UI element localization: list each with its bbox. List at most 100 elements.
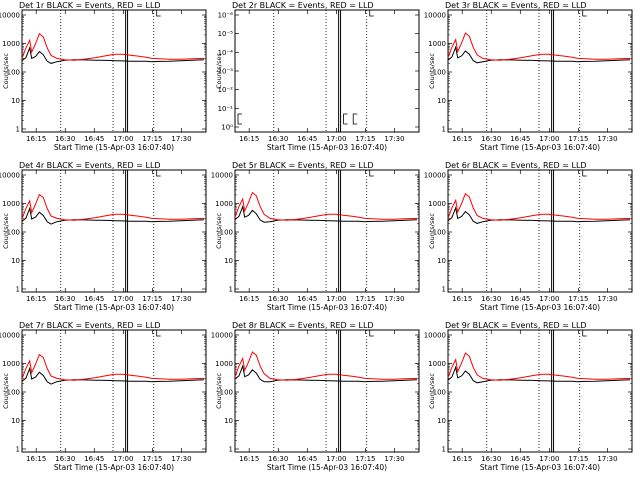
y-tick-label: 100	[220, 389, 233, 397]
x-tick-label: 17:00	[113, 455, 133, 463]
y-tick-label: 10⁻⁴	[218, 49, 234, 57]
x-tick-label: 17:00	[326, 295, 346, 303]
x-tick-label: 17:00	[326, 135, 346, 143]
bracket-marker	[156, 170, 161, 177]
y-tick-label: 10000	[0, 332, 20, 340]
events-series-line	[234, 204, 418, 223]
x-axis-label: Start Time (15-Apr-03 16:07:40)	[480, 303, 600, 312]
x-axis-label: Start Time (15-Apr-03 16:07:40)	[480, 463, 600, 472]
x-tick-label: 17:00	[539, 135, 559, 143]
x-tick-label: 17:30	[597, 295, 617, 303]
x-tick-label: 17:00	[113, 135, 133, 143]
x-tick-label: 17:00	[113, 295, 133, 303]
y-tick-label: 100	[433, 229, 446, 237]
events-series-line	[21, 46, 205, 64]
x-tick-label: 17:30	[171, 135, 191, 143]
y-tick-label: 10⁻⁶	[218, 12, 234, 20]
lld-series-line	[447, 352, 631, 381]
y-tick-label: 10000	[424, 332, 446, 340]
y-tick-label: 1000	[428, 200, 446, 208]
plot-frame	[234, 9, 420, 133]
x-tick-label: 17:30	[597, 135, 617, 143]
bracket-marker	[369, 170, 374, 177]
x-tick-label: 16:15	[239, 455, 259, 463]
y-tick-label: 10000	[424, 12, 446, 20]
x-tick-label: 17:15	[355, 295, 375, 303]
x-tick-label: 16:15	[239, 135, 259, 143]
plot-frame	[447, 329, 633, 453]
lld-series-line	[234, 191, 418, 221]
y-axis-label: Counts/sec	[428, 373, 436, 409]
x-tick-label: 17:30	[384, 295, 404, 303]
x-axis-label: Start Time (15-Apr-03 16:07:40)	[54, 303, 174, 312]
y-tick-label: 1	[16, 446, 20, 454]
y-tick-label: 100	[433, 389, 446, 397]
events-series-line	[343, 113, 348, 125]
y-tick-label: 1000	[2, 360, 20, 368]
x-tick-label: 16:15	[452, 135, 472, 143]
lld-series-line	[21, 193, 205, 221]
x-tick-label: 16:45	[297, 295, 317, 303]
plot-frame	[234, 329, 420, 453]
x-tick-label: 16:30	[268, 135, 288, 143]
y-tick-label: 10	[437, 417, 446, 425]
y-tick-label: 10000	[0, 12, 20, 20]
y-axis-label: Counts/sec	[2, 213, 10, 249]
panel-title: Det 6r BLACK = Events, RED = LLD	[445, 161, 587, 170]
x-tick-label: 17:15	[142, 295, 162, 303]
plot-frame	[447, 9, 633, 133]
y-tick-label: 1000	[215, 200, 233, 208]
y-tick-label: 10⁻¹	[218, 105, 234, 113]
y-tick-label: 10	[437, 257, 446, 265]
x-tick-label: 16:45	[297, 135, 317, 143]
x-axis-label: Start Time (15-Apr-03 16:07:40)	[54, 463, 174, 472]
x-tick-label: 16:30	[481, 295, 501, 303]
x-tick-label: 16:45	[510, 295, 530, 303]
detector-panel: Det 1r BLACK = Events, RED = LLD Counts/s…	[0, 1, 207, 152]
x-tick-label: 16:15	[452, 295, 472, 303]
x-tick-label: 16:15	[239, 295, 259, 303]
events-series-line	[21, 366, 205, 385]
x-tick-label: 16:30	[55, 295, 75, 303]
detector-panel: Det 9r BLACK = Events, RED = LLD Counts/s…	[424, 321, 633, 472]
lld-series-line	[21, 32, 205, 61]
y-tick-label: 10	[11, 417, 20, 425]
panel-title: Det 8r BLACK = Events, RED = LLD	[232, 321, 374, 330]
y-tick-label: 100	[7, 69, 20, 77]
bracket-marker	[156, 330, 161, 337]
x-tick-label: 16:15	[26, 135, 46, 143]
y-tick-label: 10	[224, 257, 233, 265]
lld-series-line	[447, 32, 631, 61]
y-tick-label: 10	[11, 257, 20, 265]
x-tick-label: 16:45	[84, 135, 104, 143]
events-series-line	[447, 206, 631, 224]
x-tick-label: 17:15	[568, 295, 588, 303]
x-tick-label: 16:15	[26, 455, 46, 463]
x-tick-label: 16:30	[55, 455, 75, 463]
y-tick-label: 10⁻⁵	[218, 30, 234, 38]
x-axis-label: Start Time (15-Apr-03 16:07:40)	[267, 303, 387, 312]
detector-panel: Det 5r BLACK = Events, RED = LLD Counts/s…	[211, 161, 420, 312]
y-tick-label: 1	[442, 126, 446, 134]
y-axis-label: Counts/sec	[215, 53, 223, 89]
x-tick-label: 17:15	[355, 135, 375, 143]
y-axis-label: Counts/sec	[215, 373, 223, 409]
x-tick-label: 17:30	[384, 135, 404, 143]
x-tick-label: 17:30	[171, 295, 191, 303]
x-tick-label: 17:15	[568, 135, 588, 143]
x-tick-label: 17:15	[568, 455, 588, 463]
detector-panel: Det 2r BLACK = Events, RED = LLD Counts/s…	[215, 1, 420, 152]
panel-title: Det 5r BLACK = Events, RED = LLD	[232, 161, 374, 170]
detector-panel: Det 6r BLACK = Events, RED = LLD Counts/s…	[424, 161, 633, 312]
y-tick-label: 1000	[428, 40, 446, 48]
events-series-line	[21, 206, 205, 225]
plot-frame	[234, 169, 420, 293]
x-tick-label: 16:15	[452, 455, 472, 463]
detector-panel: Det 3r BLACK = Events, RED = LLD Counts/s…	[424, 1, 633, 152]
y-tick-label: 1	[16, 126, 20, 134]
y-tick-label: 10000	[424, 172, 446, 180]
y-tick-label: 10⁻²	[218, 86, 234, 94]
x-tick-label: 16:30	[268, 295, 288, 303]
y-tick-label: 10	[224, 417, 233, 425]
